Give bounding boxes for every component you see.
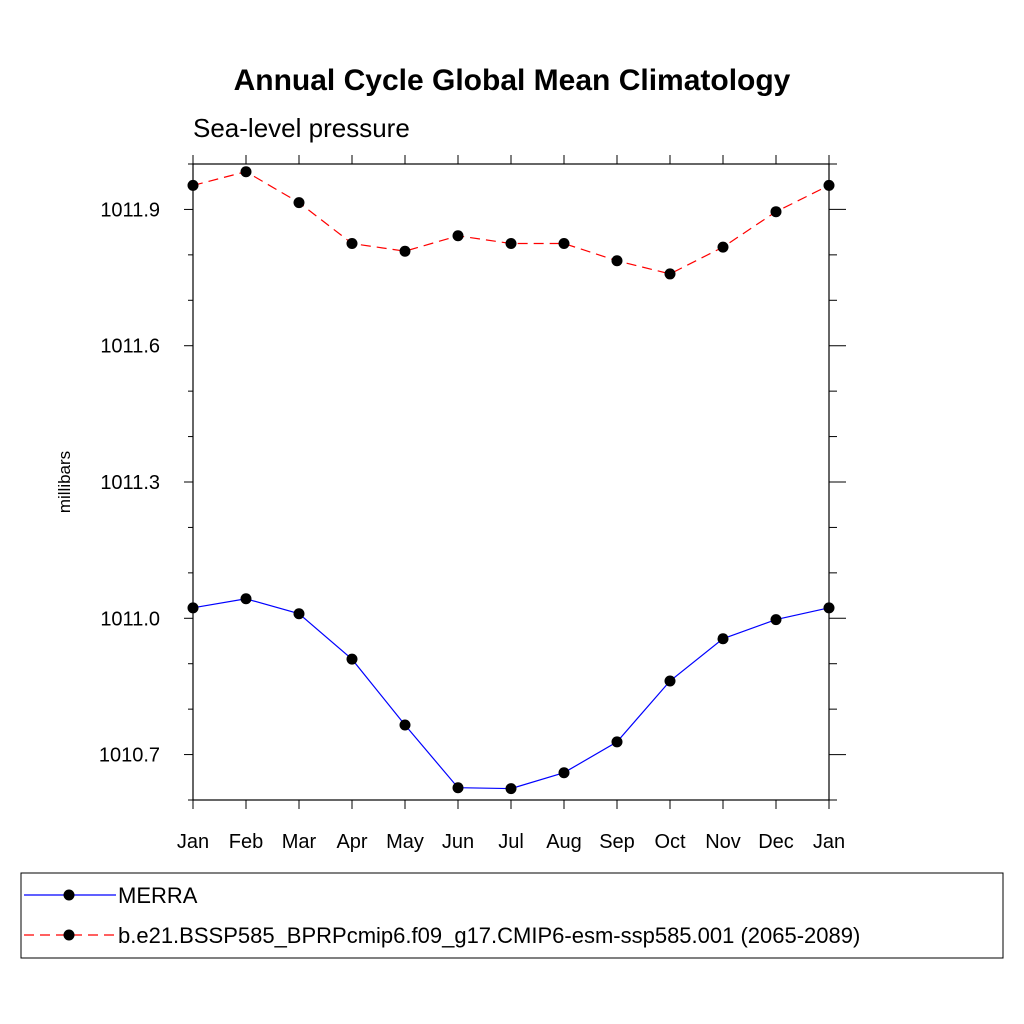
series-line-0 xyxy=(192,598,830,790)
series-line-1 xyxy=(192,171,830,275)
data-point xyxy=(240,166,252,178)
data-point xyxy=(240,593,252,605)
data-point xyxy=(399,719,411,731)
data-point xyxy=(611,736,623,748)
data-point xyxy=(293,608,305,620)
legend-label: MERRA xyxy=(118,883,198,908)
legend-box xyxy=(20,872,1004,959)
series-layer xyxy=(187,166,835,795)
data-point xyxy=(770,614,782,626)
x-tick-label: Mar xyxy=(282,831,317,853)
x-tick-label: Dec xyxy=(758,831,794,853)
x-tick-label: Aug xyxy=(546,831,582,853)
data-point xyxy=(187,602,199,614)
legend-label: b.e21.BSSP585_BPRPcmip6.f09_g17.CMIP6-es… xyxy=(118,923,860,948)
data-point xyxy=(505,238,517,249)
x-tick-label: Jan xyxy=(813,831,845,853)
data-point xyxy=(770,206,782,218)
data-point xyxy=(717,633,729,645)
x-tick-label: May xyxy=(386,831,424,853)
axes-layer: Jan Feb Mar Apr May Jun Jul Aug Sep Oct Nov Dec Jan 1… xyxy=(99,155,846,853)
x-tick-label: Jul xyxy=(498,831,524,853)
data-point xyxy=(346,653,358,665)
data-point xyxy=(611,255,623,267)
data-point xyxy=(664,268,676,280)
chart-title: Annual Cycle Global Mean Climatology xyxy=(234,64,791,97)
data-point xyxy=(558,767,570,779)
data-point xyxy=(187,179,199,191)
data-point xyxy=(399,245,411,257)
data-point xyxy=(823,602,835,614)
x-tick-label: Jan xyxy=(177,831,209,853)
plot-frame xyxy=(192,163,830,801)
chart-subtitle: Sea-level pressure xyxy=(193,113,410,143)
data-point xyxy=(823,179,835,191)
data-point xyxy=(452,782,464,794)
y-tick-label: 1011.9 xyxy=(100,199,160,221)
x-tick-label: Nov xyxy=(705,831,741,853)
legend-swatch-marker xyxy=(63,929,75,941)
x-tick-label: Apr xyxy=(336,831,367,853)
x-tick-label: Sep xyxy=(599,831,635,853)
x-tick-label: Feb xyxy=(229,831,263,853)
legend: MERRA b.e21.BSSP585_BPRPcmip6.f09_g17.CMI… xyxy=(20,872,1004,959)
data-point xyxy=(293,197,305,209)
legend-swatch-marker xyxy=(63,889,75,901)
data-point xyxy=(505,783,517,795)
x-tick-label: Oct xyxy=(654,831,686,853)
data-point xyxy=(346,238,358,249)
data-point xyxy=(664,675,676,687)
y-tick-label: 1011.3 xyxy=(100,472,160,494)
y-tick-label: 1010.7 xyxy=(99,745,160,767)
y-tick-label: 1011.6 xyxy=(100,336,160,358)
data-point xyxy=(717,241,729,253)
y-axis-label: millibars xyxy=(55,451,74,513)
x-tick-label: Jun xyxy=(442,831,474,853)
data-point xyxy=(558,238,570,249)
y-tick-label: 1011.0 xyxy=(100,608,160,630)
data-point xyxy=(452,230,464,242)
